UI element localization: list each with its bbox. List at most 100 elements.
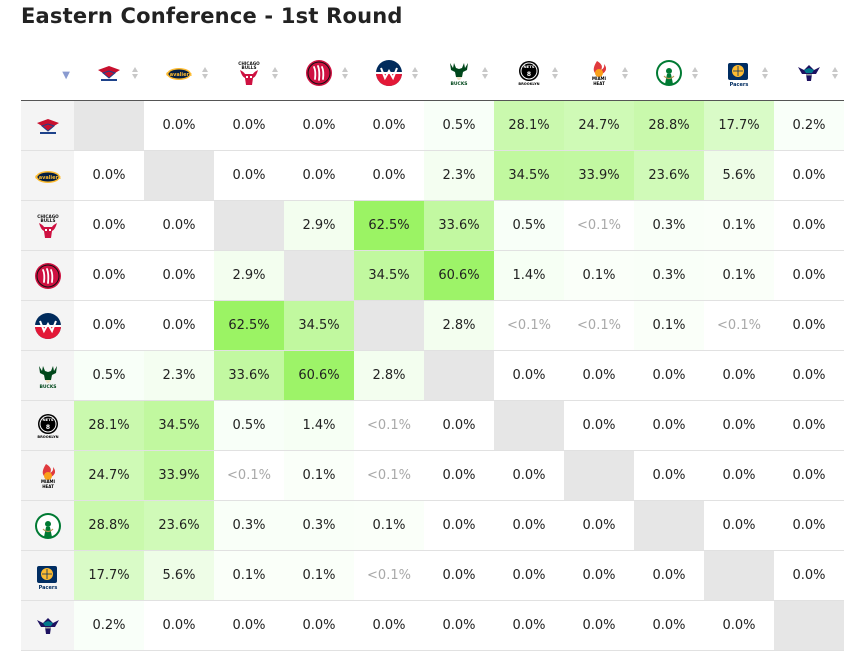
sort-column-header[interactable]: ▼ bbox=[21, 45, 74, 101]
nets-logo-icon: NETS 8 BROOKLYN bbox=[518, 60, 540, 86]
row-header-raptors bbox=[21, 250, 74, 301]
sort-toggle-icon[interactable] bbox=[831, 65, 839, 81]
bucks-logo-icon: BUCKS bbox=[450, 62, 468, 87]
column-header-wizards[interactable] bbox=[354, 45, 424, 101]
diagonal-cell bbox=[774, 600, 844, 651]
probability-cell: 0.5% bbox=[214, 400, 284, 451]
svg-text:8: 8 bbox=[527, 71, 531, 78]
row-header-bucks: BUCKS bbox=[21, 350, 74, 401]
svg-text:MIAMI: MIAMI bbox=[40, 479, 55, 484]
probability-cell: 0.0% bbox=[74, 300, 144, 351]
probability-cell: 0.0% bbox=[284, 100, 354, 151]
svg-text:MIAMI: MIAMI bbox=[592, 76, 607, 81]
probability-cell: 0.0% bbox=[494, 600, 564, 651]
probability-cell: 0.0% bbox=[214, 150, 284, 201]
sort-toggle-icon[interactable] bbox=[341, 65, 349, 81]
raptors-logo-icon bbox=[306, 59, 332, 86]
svg-text:BUCKS: BUCKS bbox=[450, 81, 467, 87]
probability-cell: 0.0% bbox=[284, 600, 354, 651]
sort-toggle-icon[interactable] bbox=[761, 65, 769, 81]
sort-toggle-icon[interactable] bbox=[691, 65, 699, 81]
table-row-cavaliers: Cavaliers 0.0% 0.0% 0.0% 0.0% 2.3% 34.5% 33.9% 2… bbox=[21, 150, 844, 201]
probability-cell: 23.6% bbox=[634, 150, 704, 201]
diagonal-cell bbox=[214, 200, 284, 251]
column-header-nets[interactable]: NETS 8 BROOKLYN bbox=[494, 45, 564, 101]
probability-cell: 0.0% bbox=[284, 150, 354, 201]
probability-cell: 24.7% bbox=[564, 100, 634, 151]
probability-cell: 24.7% bbox=[74, 450, 144, 501]
sort-toggle-icon[interactable] bbox=[201, 65, 209, 81]
probability-cell: 0.0% bbox=[634, 400, 704, 451]
probability-cell: 5.6% bbox=[144, 550, 214, 601]
probability-cell: 0.0% bbox=[214, 600, 284, 651]
probability-cell: 5.6% bbox=[704, 150, 774, 201]
probability-cell: 0.0% bbox=[704, 400, 774, 451]
probability-cell: 0.0% bbox=[144, 300, 214, 351]
column-header-heat[interactable]: MIAMI HEAT bbox=[564, 45, 634, 101]
probability-cell: 0.2% bbox=[74, 600, 144, 651]
diagonal-cell bbox=[284, 250, 354, 301]
diagonal-cell bbox=[74, 100, 144, 151]
probability-cell: <0.1% bbox=[214, 450, 284, 501]
probability-cell: 34.5% bbox=[494, 150, 564, 201]
probability-cell: 34.5% bbox=[284, 300, 354, 351]
raptors-logo-icon bbox=[34, 262, 61, 289]
probability-cell: 28.8% bbox=[634, 100, 704, 151]
diagonal-cell bbox=[494, 400, 564, 451]
sort-toggle-icon[interactable] bbox=[131, 65, 139, 81]
table-row-wizards: 0.0% 0.0% 62.5% 34.5% 2.8% <0.1% <0.1% 0.1% <0.1… bbox=[21, 300, 844, 351]
sort-toggle-icon[interactable] bbox=[621, 65, 629, 81]
probability-cell: 62.5% bbox=[354, 200, 424, 251]
probability-cell: 0.0% bbox=[774, 500, 844, 551]
svg-text:NETS: NETS bbox=[42, 417, 53, 422]
wizards-logo-icon bbox=[34, 312, 61, 339]
column-header-bucks[interactable]: BUCKS bbox=[424, 45, 494, 101]
probability-cell: <0.1% bbox=[564, 200, 634, 251]
probability-cell: 2.9% bbox=[214, 250, 284, 301]
svg-text:Pacers: Pacers bbox=[730, 82, 749, 87]
probability-cell: 0.0% bbox=[774, 350, 844, 401]
probability-cell: 0.3% bbox=[634, 250, 704, 301]
svg-text:BULLS: BULLS bbox=[242, 65, 257, 70]
hornets-logo-icon bbox=[36, 617, 59, 634]
sort-descending-icon[interactable]: ▼ bbox=[62, 70, 70, 81]
sort-toggle-icon[interactable] bbox=[411, 65, 419, 81]
column-header-hornets[interactable] bbox=[774, 45, 844, 101]
probability-cell: 0.0% bbox=[144, 100, 214, 151]
sort-toggle-icon[interactable] bbox=[551, 65, 559, 81]
sort-toggle-icon[interactable] bbox=[271, 65, 279, 81]
diagonal-cell bbox=[634, 500, 704, 551]
probability-cell: 23.6% bbox=[144, 500, 214, 551]
column-header-celtics[interactable] bbox=[634, 45, 704, 101]
column-header-cavaliers[interactable]: Cavaliers bbox=[144, 45, 214, 101]
probability-cell: 0.0% bbox=[354, 150, 424, 201]
probability-cell: <0.1% bbox=[494, 300, 564, 351]
table-row-heat: MIAMI HEAT 24.7% 33.9% <0.1% 0.1% <0.1% 0.0% 0.0… bbox=[21, 450, 844, 501]
probability-cell: 0.1% bbox=[704, 200, 774, 251]
probability-cell: 0.1% bbox=[284, 450, 354, 501]
sort-toggle-icon[interactable] bbox=[481, 65, 489, 81]
probability-cell: 0.0% bbox=[564, 550, 634, 601]
celtics-logo-icon bbox=[656, 59, 682, 86]
probability-cell: 2.8% bbox=[424, 300, 494, 351]
table-row-bucks: BUCKS 0.5% 2.3% 33.6% 60.6% 2.8% 0.0% 0.0% 0.0% 0… bbox=[21, 350, 844, 401]
probability-cell: 0.0% bbox=[214, 100, 284, 151]
column-header-raptors[interactable] bbox=[284, 45, 354, 101]
probability-cell: 0.0% bbox=[354, 100, 424, 151]
page-title: Eastern Conference - 1st Round bbox=[21, 4, 403, 28]
probability-cell: 0.1% bbox=[634, 300, 704, 351]
bucks-logo-icon: BUCKS bbox=[38, 365, 57, 390]
probability-cell: 0.3% bbox=[214, 500, 284, 551]
column-header-pacers[interactable]: Pacers bbox=[704, 45, 774, 101]
probability-cell: 28.8% bbox=[74, 500, 144, 551]
column-header-bulls[interactable]: CHICAGO BULLS bbox=[214, 45, 284, 101]
svg-text:CHICAGO: CHICAGO bbox=[238, 61, 260, 66]
probability-cell: 0.0% bbox=[774, 150, 844, 201]
row-header-wizards bbox=[21, 300, 74, 351]
svg-text:HEAT: HEAT bbox=[42, 484, 54, 489]
column-header-hawks[interactable] bbox=[74, 45, 144, 101]
diagonal-cell bbox=[424, 350, 494, 401]
probability-cell: 0.0% bbox=[774, 400, 844, 451]
